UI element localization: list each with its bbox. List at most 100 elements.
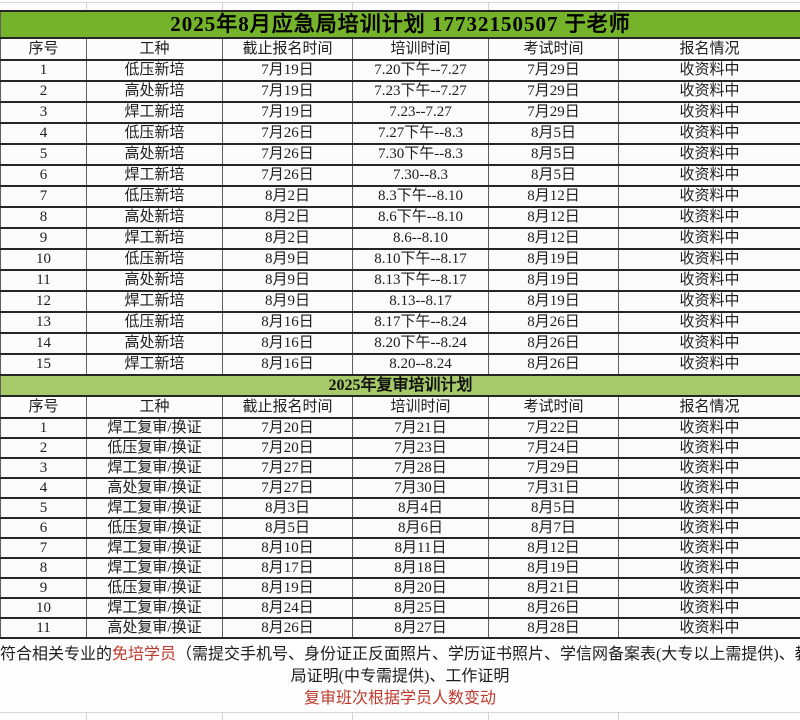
cell: 7月30日: [352, 477, 489, 499]
cell: 7月31日: [488, 477, 619, 499]
column-header: 培训时间: [352, 395, 489, 419]
cell: 15: [0, 353, 87, 376]
cell: 7: [0, 185, 87, 208]
cell: 8月5日: [488, 122, 619, 145]
cell: 收资料中: [617, 227, 800, 250]
cell: 收资料中: [617, 248, 800, 271]
cell: 收资料中: [617, 617, 800, 639]
cell: 1: [0, 59, 87, 82]
cell: 8月26日: [222, 617, 353, 639]
cell: 焊工新培: [86, 290, 223, 313]
cell: 低压复审/换证: [86, 437, 223, 459]
cell: 11: [0, 617, 87, 639]
bottom-grid-remnant: [0, 712, 800, 720]
cell: 8月9日: [222, 290, 353, 313]
table-row: 2 低压复审/换证 7月20日 7月23日 7月24日 收资料中: [0, 437, 800, 459]
cell: 8月19日: [222, 577, 353, 599]
column-header: 工种: [86, 37, 223, 61]
cell: 8月7日: [488, 517, 619, 539]
cell: 收资料中: [617, 143, 800, 166]
column-header: 培训时间: [352, 37, 489, 61]
table-row: 1 低压新培 7月19日 7.20下午--7.27 7月29日 收资料中: [0, 59, 800, 82]
cell: 8月26日: [488, 353, 619, 376]
cell: 收资料中: [617, 537, 800, 559]
cell: 8月16日: [222, 353, 353, 376]
cell: 收资料中: [617, 477, 800, 499]
table-row: 10 焊工复审/换证 8月24日 8月25日 8月26日 收资料中: [0, 597, 800, 619]
table-row: 12 焊工新培 8月9日 8.13--8.17 8月19日 收资料中: [0, 290, 800, 313]
cell: 8月26日: [488, 597, 619, 619]
training-schedule-table: 2025年8月应急局培训计划 17732150507 于老师 序号 工种 截止报名时间…: [0, 10, 800, 639]
cell: 焊工新培: [86, 353, 223, 376]
cell: 焊工新培: [86, 164, 223, 187]
table-row: 1 焊工复审/换证 7月20日 7月21日 7月22日 收资料中: [0, 417, 800, 439]
cell: 焊工复审/换证: [86, 497, 223, 519]
grid-line: [0, 2, 800, 3]
table2-header-row: 序号 工种 截止报名时间 培训时间 考试时间 报名情况: [0, 395, 800, 419]
cell: 低压新培: [86, 248, 223, 271]
cell: 8: [0, 557, 87, 579]
cell: 收资料中: [617, 311, 800, 334]
cell: 焊工复审/换证: [86, 537, 223, 559]
cell: 8月2日: [222, 185, 353, 208]
cell: 低压新培: [86, 311, 223, 334]
grid-line: [222, 2, 223, 10]
cell: 收资料中: [617, 80, 800, 103]
cell: 4: [0, 477, 87, 499]
cell: 收资料中: [617, 597, 800, 619]
cell: 8月6日: [352, 517, 489, 539]
cell: 9: [0, 577, 87, 599]
cell: 8月19日: [488, 248, 619, 271]
table-row: 5 高处新培 7月26日 7.30下午--8.3 8月5日 收资料中: [0, 143, 800, 166]
cell: 低压新培: [86, 185, 223, 208]
grid-line: [0, 712, 800, 713]
cell: 收资料中: [617, 290, 800, 313]
cell: 高处复审/换证: [86, 617, 223, 639]
cell: 7月26日: [222, 164, 353, 187]
table-row: 8 焊工复审/换证 8月17日 8月18日 8月19日 收资料中: [0, 557, 800, 579]
cell: 收资料中: [617, 557, 800, 579]
cell: 收资料中: [617, 101, 800, 124]
cell: 7月20日: [222, 417, 353, 439]
cell: 8月9日: [222, 248, 353, 271]
cell: 8.13下午--8.17: [352, 269, 489, 292]
cell: 7: [0, 537, 87, 559]
cell: 7.30--8.3: [352, 164, 489, 187]
cell: 高处新培: [86, 143, 223, 166]
cell: 低压复审/换证: [86, 517, 223, 539]
grid-line: [618, 2, 619, 10]
cell: 收资料中: [617, 353, 800, 376]
cell: 8月2日: [222, 227, 353, 250]
cell: 8月27日: [352, 617, 489, 639]
cell: 8月26日: [488, 332, 619, 355]
cell: 8月28日: [488, 617, 619, 639]
cell: 8月26日: [488, 311, 619, 334]
table-row: 6 低压复审/换证 8月5日 8月6日 8月7日 收资料中: [0, 517, 800, 539]
cell: 低压复审/换证: [86, 577, 223, 599]
cell: 8月5日: [488, 497, 619, 519]
cell: 7月28日: [352, 457, 489, 479]
table-row: 14 高处新培 8月16日 8.20下午--8.24 8月26日 收资料中: [0, 332, 800, 355]
table1-title: 2025年8月应急局培训计划 17732150507 于老师: [0, 10, 800, 39]
table-row: 2 高处新培 7月19日 7.23下午--7.27 7月29日 收资料中: [0, 80, 800, 103]
cell: 8月19日: [488, 290, 619, 313]
table-row: 9 低压复审/换证 8月19日 8月20日 8月21日 收资料中: [0, 577, 800, 599]
table-row: 11 高处复审/换证 8月26日 8月27日 8月28日 收资料中: [0, 617, 800, 639]
cell: 7月29日: [488, 457, 619, 479]
column-header: 截止报名时间: [222, 37, 353, 61]
cell: 6: [0, 517, 87, 539]
cell: 8.17下午--8.24: [352, 311, 489, 334]
column-header: 序号: [0, 37, 87, 61]
cell: 11: [0, 269, 87, 292]
cell: 8月25日: [352, 597, 489, 619]
cell: 7.27下午--8.3: [352, 122, 489, 145]
table-row: 10 低压新培 8月9日 8.10下午--8.17 8月19日 收资料中: [0, 248, 800, 271]
cell: 3: [0, 457, 87, 479]
cell: 高处复审/换证: [86, 477, 223, 499]
cell: 7月19日: [222, 101, 353, 124]
cell: 8.13--8.17: [352, 290, 489, 313]
cell: 7.23--7.27: [352, 101, 489, 124]
grid-line: [488, 2, 489, 10]
cell: 6: [0, 164, 87, 187]
